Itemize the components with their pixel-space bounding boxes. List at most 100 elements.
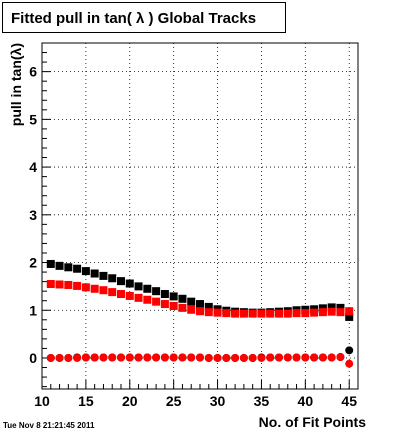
x-tick-label: 30 <box>210 393 226 409</box>
data-point-square <box>213 308 222 317</box>
data-point-square <box>327 303 336 312</box>
data-point-circle <box>204 353 213 362</box>
data-point-circle <box>310 353 319 362</box>
y-tick-label: 5 <box>29 111 37 127</box>
x-tick-label: 40 <box>298 393 314 409</box>
data-point-square <box>90 269 99 278</box>
data-point-circle <box>213 353 222 362</box>
data-point-square <box>345 307 354 316</box>
data-point-square <box>143 295 152 304</box>
data-point-circle <box>178 353 187 362</box>
data-point-square <box>204 308 213 317</box>
data-point-circle <box>117 353 125 362</box>
y-tick-label: 0 <box>29 350 37 366</box>
data-point-square <box>81 267 90 276</box>
data-point-square <box>310 308 319 317</box>
data-point-square <box>266 309 275 318</box>
data-point-circle <box>196 353 204 362</box>
plot-frame <box>41 42 359 390</box>
data-point-circle <box>46 353 55 362</box>
data-point-square <box>46 259 55 268</box>
data-point-square <box>143 284 152 293</box>
data-point-square <box>134 282 143 291</box>
data-point-square <box>90 284 99 293</box>
data-point-circle <box>152 353 161 362</box>
data-point-circle <box>125 353 134 362</box>
y-axis-title: pull in tan(λ) <box>8 43 24 126</box>
x-tick-label: 35 <box>254 393 270 409</box>
data-point-square <box>125 279 134 288</box>
x-tick-label: 45 <box>341 393 357 409</box>
data-point-square <box>318 308 327 317</box>
data-point-square <box>248 309 257 318</box>
data-point-circle <box>64 353 73 362</box>
data-point-square <box>178 303 187 312</box>
y-tick-label: 2 <box>29 255 37 271</box>
data-point-square <box>117 277 125 286</box>
data-point-square <box>222 309 231 318</box>
data-point-square <box>292 309 301 318</box>
data-point-circle <box>301 353 310 362</box>
data-point-square <box>81 283 90 292</box>
data-point-square <box>196 300 204 309</box>
data-point-square <box>196 307 204 316</box>
data-point-circle <box>134 353 143 362</box>
data-point-square <box>275 309 283 318</box>
data-point-circle <box>81 353 90 362</box>
data-point-square <box>152 287 161 296</box>
data-point-square <box>55 261 64 270</box>
data-point-circle <box>160 353 169 362</box>
data-point-square <box>257 309 266 318</box>
data-point-circle <box>248 353 257 362</box>
y-tick-label: 3 <box>29 207 37 223</box>
data-point-circle <box>99 353 108 362</box>
data-point-circle <box>292 353 301 362</box>
data-point-square <box>46 280 55 289</box>
data-point-circle <box>257 353 266 362</box>
x-tick-labels: 10 15 20 25 30 35 40 45 <box>34 393 357 409</box>
data-point-square <box>64 280 73 289</box>
y-tick-labels: 0 1 2 3 4 5 6 <box>29 64 37 366</box>
data-point-square <box>239 309 248 318</box>
data-point-square <box>345 312 354 321</box>
data-point-circle <box>266 353 275 362</box>
data-point-square <box>117 290 125 299</box>
data-point-square <box>73 281 82 290</box>
data-point-square <box>99 286 108 295</box>
data-point-square <box>55 280 64 289</box>
data-point-square <box>64 263 73 272</box>
grid-lines <box>41 43 358 389</box>
data-point-square <box>204 302 213 311</box>
data-point-square <box>187 305 196 314</box>
data-point-square <box>283 309 292 318</box>
data-point-square <box>169 292 178 301</box>
data-point-square <box>178 294 187 303</box>
axis-ticks <box>41 42 359 389</box>
data-point-square <box>169 301 178 310</box>
data-point-circle <box>327 353 336 362</box>
y-tick-label: 4 <box>29 159 37 175</box>
x-tick-label: 20 <box>122 393 138 409</box>
data-point-circle <box>73 353 82 362</box>
data-point-square <box>73 264 82 273</box>
x-tick-label: 10 <box>34 393 50 409</box>
x-tick-label: 25 <box>166 393 182 409</box>
data-point-circle <box>283 353 292 362</box>
data-point-square <box>108 288 117 297</box>
data-point-circle <box>108 353 117 362</box>
data-point-circle <box>222 353 231 362</box>
x-tick-label: 15 <box>78 393 94 409</box>
y-tick-label: 1 <box>29 302 37 318</box>
data-point-circle <box>336 353 345 362</box>
y-tick-label: 6 <box>29 64 37 80</box>
data-point-circle <box>318 353 327 362</box>
data-point-square <box>134 293 143 302</box>
data-point-circle <box>239 353 248 362</box>
data-point-circle <box>169 353 178 362</box>
data-point-square <box>99 271 108 280</box>
data-point-square <box>125 291 134 300</box>
data-point-circle <box>345 359 354 368</box>
x-axis-title: No. of Fit Points <box>259 414 367 430</box>
data-marks <box>46 259 354 368</box>
